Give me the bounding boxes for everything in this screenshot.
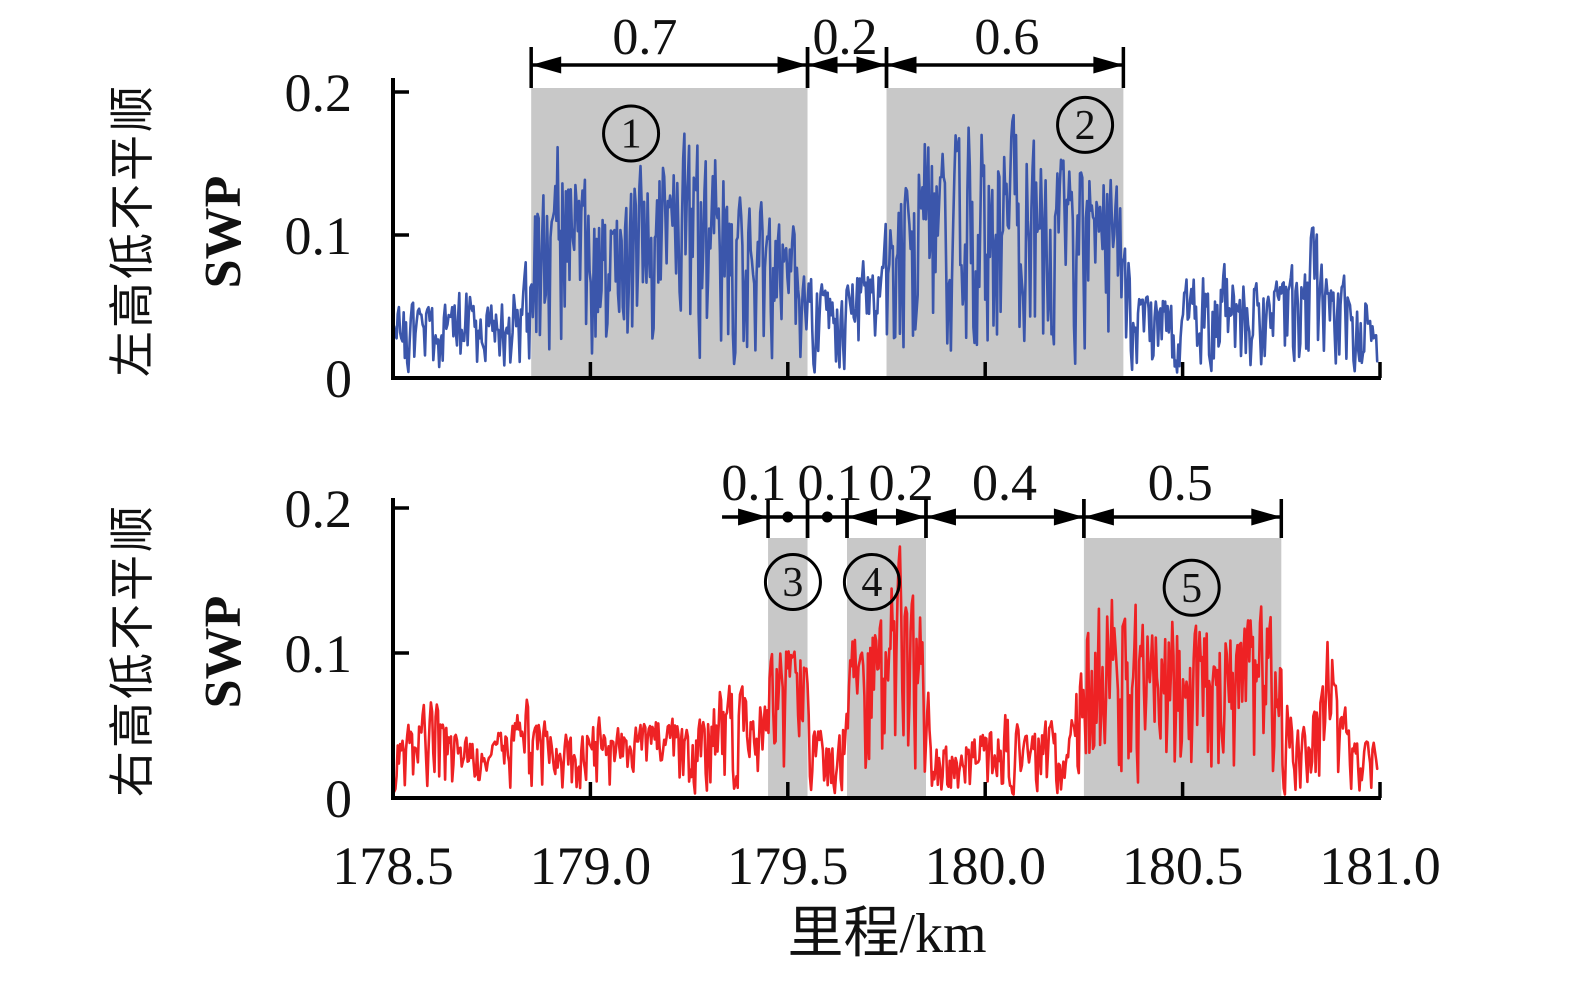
x-tick-label: 179.0 bbox=[530, 836, 652, 896]
dimension-arrowhead bbox=[1093, 56, 1124, 74]
dimension-length-label: 0.6 bbox=[974, 9, 1039, 66]
dimension-length-label: 0.5 bbox=[1148, 455, 1213, 512]
dimension-length-label: 0.2 bbox=[869, 455, 934, 512]
region-number-label: 2 bbox=[1075, 103, 1096, 149]
bottom-ylabel-swp: SWP bbox=[195, 596, 252, 709]
x-tick-label: 180.0 bbox=[924, 836, 1046, 896]
right-swp-series bbox=[392, 545, 1379, 796]
y-tick-label: 0 bbox=[325, 349, 352, 409]
region-number-label: 4 bbox=[861, 560, 882, 606]
dimension-arrowhead bbox=[886, 56, 917, 74]
top-chart-group: 0 0.1 0.2 0.7 0.2 0.6 1 2 bbox=[285, 9, 1382, 409]
bottom-ylabel-chinese: 右高低不平顺 bbox=[107, 503, 158, 797]
y-tick-label: 0.1 bbox=[285, 624, 353, 684]
x-tick-label: 178.5 bbox=[332, 836, 454, 896]
dimension-dot bbox=[821, 511, 833, 523]
dimension-arrowhead bbox=[807, 56, 838, 74]
dimension-arrowhead bbox=[847, 508, 878, 526]
region-number-circle bbox=[763, 552, 822, 611]
left-swp-series bbox=[392, 113, 1379, 374]
dimension-arrowhead bbox=[1251, 508, 1282, 526]
top-ylabel-swp: SWP bbox=[195, 176, 252, 289]
x-tick-label: 181.0 bbox=[1319, 836, 1441, 896]
region-number-circle bbox=[602, 104, 661, 163]
dimension-arrowhead bbox=[1083, 508, 1114, 526]
y-tick-label: 0.2 bbox=[285, 63, 353, 123]
y-tick-label: 0.2 bbox=[285, 479, 353, 539]
x-axis-label: 里程/km bbox=[787, 903, 986, 965]
dimension-dot bbox=[782, 511, 794, 523]
dimension-arrowhead bbox=[856, 56, 887, 74]
region-number-circle bbox=[1056, 95, 1115, 154]
region-number-circle bbox=[842, 552, 901, 611]
dimension-length-label: 0.4 bbox=[972, 455, 1037, 512]
dimension-length-label: 0.2 bbox=[813, 9, 878, 66]
dimension-arrowhead bbox=[925, 508, 956, 526]
dimension-length-label: 0.1 bbox=[721, 455, 786, 512]
region-number-label: 3 bbox=[782, 560, 803, 606]
dimension-length-label: 0.7 bbox=[612, 9, 677, 66]
y-tick-label: 0.1 bbox=[285, 206, 353, 266]
dimension-arrowhead bbox=[895, 508, 926, 526]
x-tick-label: 179.5 bbox=[727, 836, 849, 896]
dimension-arrowhead bbox=[777, 56, 808, 74]
dimension-arrowhead bbox=[531, 56, 562, 74]
region-number-label: 5 bbox=[1181, 566, 1202, 612]
x-tick-label: 180.5 bbox=[1122, 836, 1244, 896]
region-number-label: 1 bbox=[621, 111, 642, 157]
dimension-arrowhead bbox=[738, 508, 769, 526]
region-number-circle bbox=[1162, 558, 1221, 617]
dimension-length-label: 0.1 bbox=[798, 455, 863, 512]
y-tick-label: 0 bbox=[325, 769, 352, 829]
top-ylabel-chinese: 左高低不平顺 bbox=[107, 83, 158, 377]
dimension-arrowhead bbox=[1053, 508, 1084, 526]
